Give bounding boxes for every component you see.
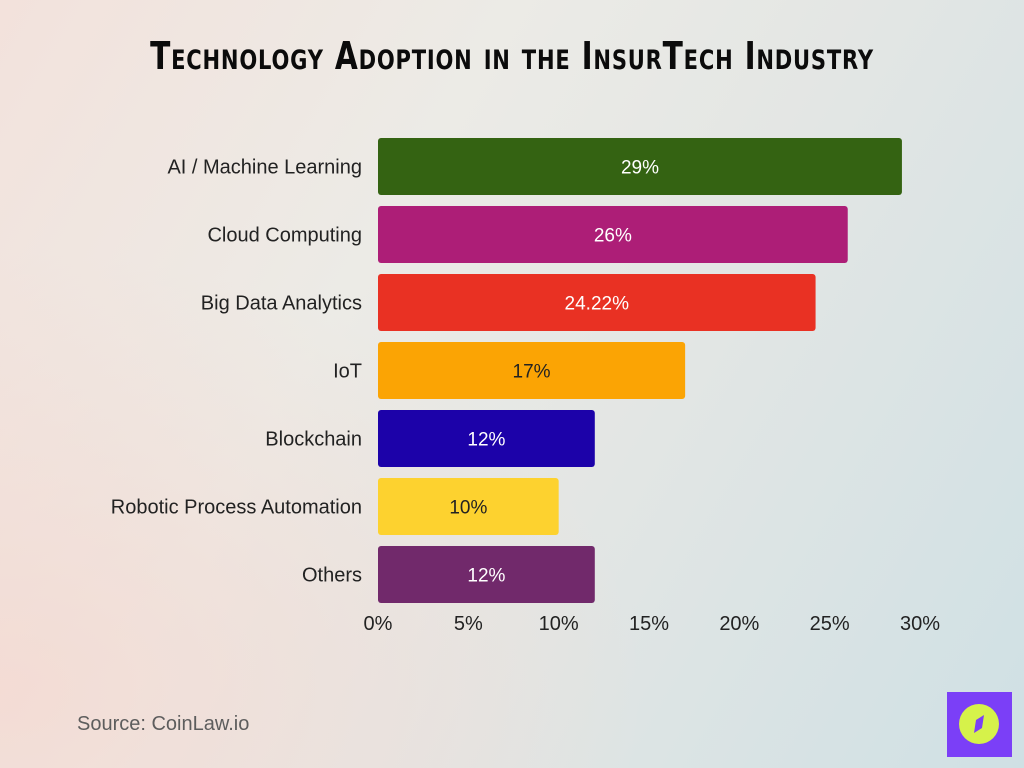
x-tick-label: 30% (900, 613, 940, 635)
x-tick-label: 15% (629, 613, 669, 635)
x-tick-label: 10% (539, 613, 579, 635)
category-label: IoT (333, 361, 362, 383)
category-label: AI / Machine Learning (167, 157, 362, 179)
data-label: 12% (467, 430, 505, 451)
data-label: 29% (621, 158, 659, 179)
bar (378, 138, 902, 195)
chart-title: Technology Adoption in the InsurTech Ind… (150, 34, 874, 78)
category-label: Robotic Process Automation (111, 497, 362, 519)
compass-icon (959, 704, 999, 744)
x-tick-label: 5% (454, 613, 483, 635)
data-label: 10% (449, 498, 487, 519)
bar (378, 478, 559, 535)
category-label: Blockchain (265, 429, 362, 451)
x-tick-label: 20% (719, 613, 759, 635)
bar (378, 274, 816, 331)
x-tick-label: 0% (364, 613, 393, 635)
category-label: Big Data Analytics (201, 293, 362, 315)
data-label: 12% (467, 566, 505, 587)
bar (378, 546, 595, 603)
bar (378, 410, 595, 467)
x-tick-label: 25% (810, 613, 850, 635)
data-label: 17% (513, 362, 551, 383)
logo (947, 692, 1012, 757)
bar (378, 206, 848, 263)
bar (378, 342, 686, 399)
source-text: Source: CoinLaw.io (77, 713, 250, 735)
data-label: 26% (594, 226, 632, 247)
data-label: 24.22% (565, 294, 630, 315)
category-label: Others (302, 565, 362, 587)
category-label: Cloud Computing (207, 225, 362, 247)
